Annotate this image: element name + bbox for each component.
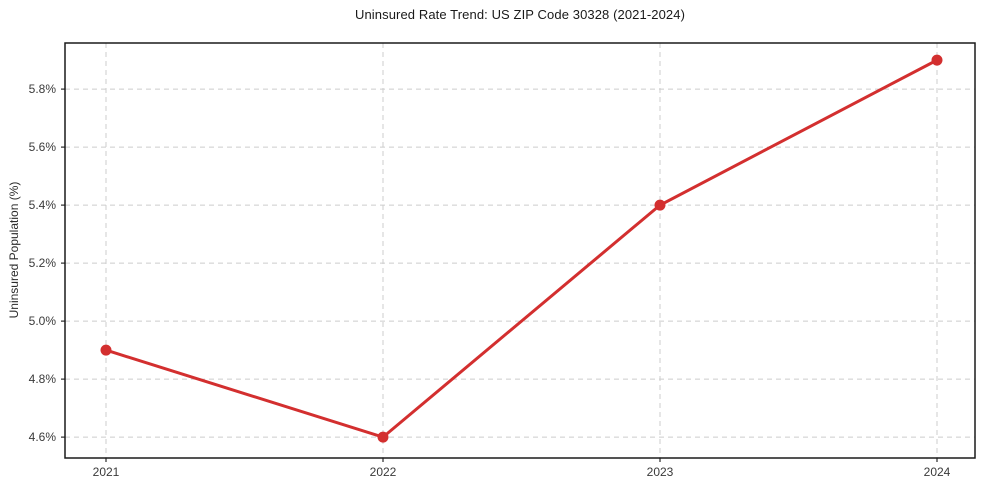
y-tick-label: 5.2%: [29, 256, 57, 270]
y-tick-label: 5.4%: [29, 198, 57, 212]
y-tick-label: 4.6%: [29, 430, 57, 444]
data-point: [931, 54, 943, 66]
data-point: [654, 199, 666, 211]
chart-title: Uninsured Rate Trend: US ZIP Code 30328 …: [354, 7, 686, 22]
x-tick-label: 2022: [370, 465, 397, 479]
y-tick-label: 4.8%: [29, 372, 57, 386]
x-tick-label: 2023: [647, 465, 674, 479]
data-point: [100, 344, 112, 356]
y-tick-label: 5.6%: [29, 140, 57, 154]
y-tick-label: 5.0%: [29, 314, 57, 328]
x-tick-label: 2021: [93, 465, 120, 479]
y-tick-label: 5.8%: [29, 82, 57, 96]
data-line: [105, 58, 938, 439]
x-tick-label: 2024: [924, 465, 951, 479]
data-point: [377, 431, 389, 443]
plot-border: [64, 42, 976, 459]
